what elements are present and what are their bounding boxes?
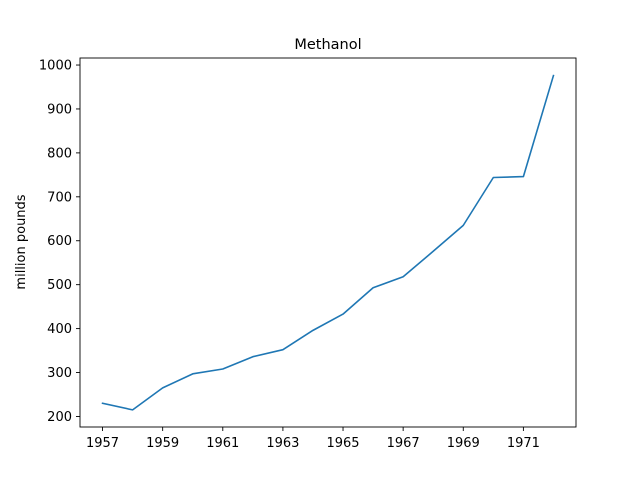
y-tick-label: 1000 [39,59,72,74]
x-tick-label: 1961 [206,436,239,451]
y-tick-label: 400 [47,322,72,337]
y-tick-label: 200 [47,410,72,425]
x-tick-label: 1967 [387,436,420,451]
x-tick-label: 1971 [507,436,540,451]
plot-area [101,74,555,411]
x-tick-label: 1957 [86,436,119,451]
plot-frame [79,57,577,428]
x-tick-label: 1963 [266,436,299,451]
y-tick-label: 600 [47,234,72,249]
y-tick-label: 800 [47,146,72,161]
axes: 1957 1959 1961 1963 1965 1967 1969 1971 200 300 40… [39,57,577,451]
x-tick-label: 1959 [146,436,179,451]
y-tick-label: 700 [47,190,72,205]
x-tick-label: 1965 [326,436,359,451]
y-axis-label: million pounds [14,194,29,289]
y-tick-label: 300 [47,366,72,381]
y-tick-label: 500 [47,278,72,293]
series-line [101,74,555,411]
x-tick-label: 1969 [447,436,480,451]
y-tick-label: 900 [47,102,72,117]
chart-title: Methanol [294,37,361,53]
